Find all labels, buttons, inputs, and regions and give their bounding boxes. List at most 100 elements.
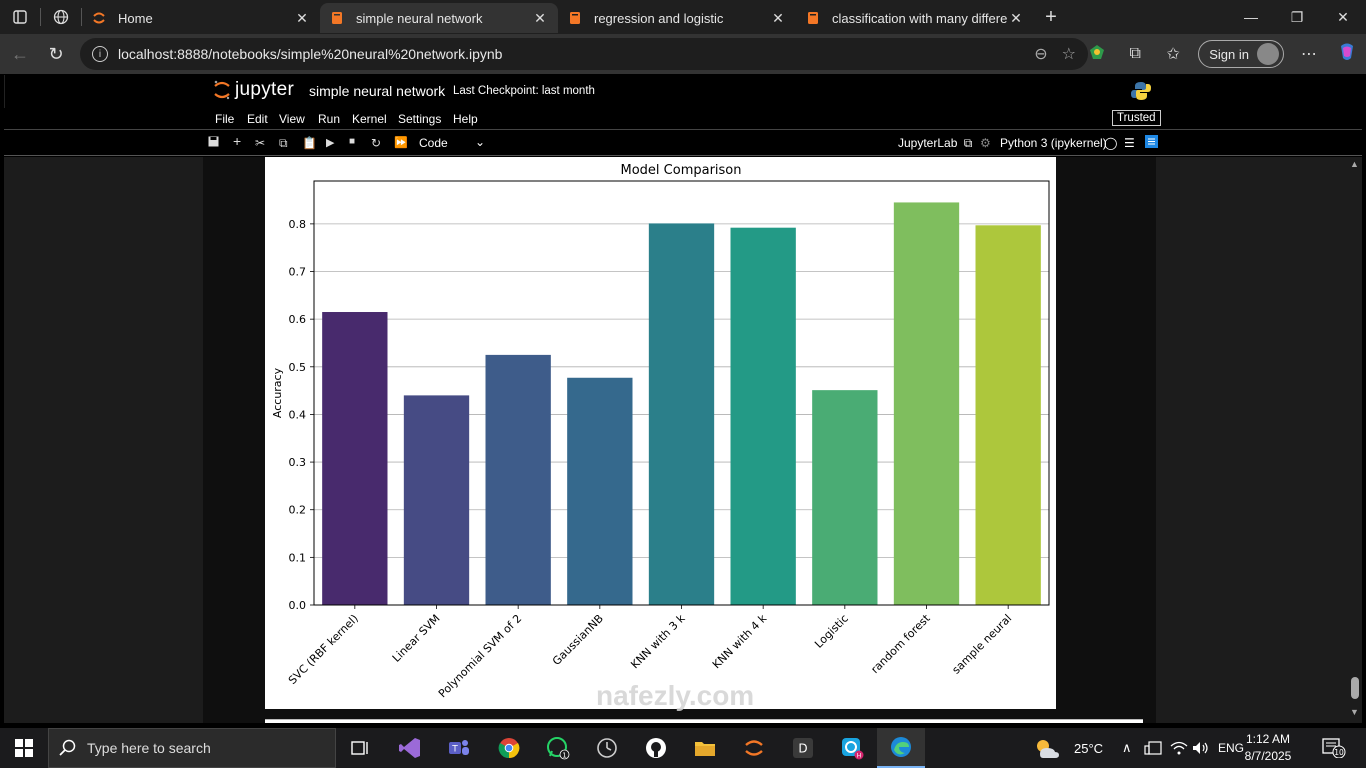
external-link-icon: ⧉: [963, 136, 973, 150]
volume-icon[interactable]: [1192, 728, 1210, 768]
menu-help[interactable]: Help: [453, 112, 478, 126]
tab-actions-icon[interactable]: [0, 0, 40, 34]
restore-icon[interactable]: ❐: [1290, 8, 1304, 25]
cell-type-select[interactable]: Code ⌄: [419, 135, 487, 150]
model-comparison-chart: 0.0 0.1 0.2 0.3 0.4 0.5 0.6 0.7 0.8 SVC (RBF ker…: [271, 163, 1050, 700]
extensions-puzzle-icon[interactable]: ⧉: [1129, 45, 1141, 62]
close-icon[interactable]: ✕: [296, 9, 308, 26]
x-tick-label: Polynomial SVM of 2: [436, 612, 524, 700]
menu-kernel[interactable]: Kernel: [352, 112, 387, 126]
run-icon[interactable]: ▶: [326, 137, 335, 149]
copy-icon[interactable]: ⧉: [279, 136, 288, 150]
next-cell-edge[interactable]: [265, 719, 1143, 723]
clock-date: 8/7/2025: [1244, 749, 1292, 763]
language-indicator[interactable]: ENG: [1218, 741, 1245, 755]
copilot-icon[interactable]: [1328, 42, 1366, 67]
menu-edit[interactable]: Edit: [247, 112, 268, 126]
cut-icon[interactable]: ✂: [255, 136, 266, 150]
favorites-icon[interactable]: ✩: [1166, 46, 1180, 63]
github-icon[interactable]: [632, 728, 680, 768]
whatsapp-icon[interactable]: 1: [534, 728, 582, 768]
favorite-star-icon[interactable]: ☆: [1061, 46, 1076, 63]
show-hidden-icons-chevron-up-icon[interactable]: ∧: [1122, 740, 1132, 755]
kernel-name[interactable]: Python 3 (ipykernel): [1000, 136, 1107, 150]
close-icon[interactable]: ✕: [1010, 9, 1022, 26]
weather-widget[interactable]: 25°C: [1034, 728, 1103, 768]
task-view-icon[interactable]: [336, 728, 384, 768]
close-icon[interactable]: ✕: [772, 9, 784, 26]
kernel-settings-gear-icon[interactable]: ⚙: [980, 136, 991, 150]
system-clock[interactable]: 1:12 AM 8/7/2025: [1220, 731, 1316, 765]
y-tick-label: 0.4: [289, 408, 307, 421]
y-tick-label: 0.6: [289, 313, 307, 326]
close-icon[interactable]: ✕: [534, 9, 546, 26]
back-icon[interactable]: ←: [11, 43, 29, 64]
restart-run-all-icon[interactable]: ⏩: [394, 137, 408, 149]
x-tick-label: sample neural: [950, 612, 1015, 677]
open-jupyterlab-link[interactable]: JupyterLab ⧉: [898, 136, 972, 151]
extension-colorful-icon[interactable]: [1078, 44, 1116, 65]
paste-icon[interactable]: 📋: [302, 136, 317, 150]
tab-classification[interactable]: classification with many different ✕: [796, 3, 1034, 33]
address-bar[interactable]: i localhost:8888/notebooks/simple%20neur…: [80, 38, 1088, 70]
more-menu-icon[interactable]: ⋯: [1301, 46, 1317, 63]
close-window-icon[interactable]: ✕: [1337, 8, 1349, 25]
notebook-favicon-icon: [808, 12, 818, 24]
python-logo-icon: [1131, 82, 1151, 100]
zoom-icon[interactable]: ⊖: [1034, 46, 1048, 63]
new-tab-button[interactable]: +: [1045, 5, 1057, 28]
menu-run[interactable]: Run: [318, 112, 341, 126]
restart-icon[interactable]: ↻: [371, 136, 382, 150]
jupyter-menubar: File Edit View Run Kernel Settings Help …: [4, 108, 1362, 130]
file-explorer-icon[interactable]: [681, 728, 729, 768]
battery-icon[interactable]: [1144, 728, 1162, 768]
tab-home[interactable]: Home ✕: [82, 3, 320, 33]
stop-icon[interactable]: ■: [349, 136, 356, 147]
menu-list-icon[interactable]: ☰: [1124, 136, 1135, 150]
scroll-down-icon[interactable]: ▼: [1350, 707, 1359, 717]
tab-regression-and-logistic[interactable]: regression and logistic ✕: [558, 3, 796, 33]
clock-app-icon[interactable]: [583, 728, 631, 768]
x-tick-label: KNN with 4 k: [710, 611, 770, 671]
minimize-icon[interactable]: —: [1244, 9, 1258, 25]
address-url[interactable]: localhost:8888/notebooks/simple%20neural…: [118, 46, 503, 62]
menu-file[interactable]: File: [215, 112, 235, 126]
scroll-up-icon[interactable]: ▲: [1350, 159, 1359, 169]
x-tick-label: SVC (RBF kernel): [286, 612, 361, 687]
scrollbar-thumb[interactable]: [1351, 677, 1359, 699]
menu-view[interactable]: View: [279, 112, 305, 126]
windows-start-icon[interactable]: [0, 728, 48, 768]
teams-icon[interactable]: T: [435, 728, 483, 768]
d-app-label: D: [798, 742, 807, 756]
windows-taskbar: Type here to search T 1 D: [0, 728, 1366, 768]
jupyter-app-icon[interactable]: [730, 728, 778, 768]
notebook-scrollbar[interactable]: ▲ ▼: [1348, 157, 1362, 723]
workspaces-globe-icon[interactable]: [41, 0, 81, 34]
menu-settings[interactable]: Settings: [398, 112, 442, 126]
edge-browser-icon[interactable]: [877, 728, 925, 768]
visual-studio-icon[interactable]: [386, 728, 434, 768]
cell-type-value: Code: [419, 136, 448, 150]
taskbar-search[interactable]: Type here to search: [48, 728, 336, 768]
notification-center-icon[interactable]: 10: [1322, 738, 1346, 759]
trusted-badge[interactable]: Trusted: [1112, 110, 1161, 126]
browser-toolbar: ← ↻ i localhost:8888/notebooks/simple%20…: [0, 34, 1366, 74]
jupyter-logo[interactable]: jupyter: [213, 79, 294, 101]
x-tick-label: Linear SVM: [390, 612, 443, 665]
sign-in-button[interactable]: Sign in: [1198, 40, 1284, 68]
site-info-icon[interactable]: i: [92, 46, 108, 62]
save-icon[interactable]: [208, 136, 219, 150]
x-tick-label: KNN with 3 k: [628, 611, 688, 671]
d-app-icon[interactable]: D: [779, 728, 827, 768]
wifi-icon[interactable]: [1170, 728, 1188, 768]
y-axis-label: Accuracy: [271, 367, 284, 418]
add-cell-icon[interactable]: +: [233, 133, 242, 149]
bar-gaussiannb: [567, 377, 633, 605]
tab-simple-neural-network[interactable]: simple neural network ✕: [320, 3, 558, 33]
refresh-icon[interactable]: ↻: [48, 43, 64, 64]
property-inspector-icon[interactable]: [1145, 135, 1158, 151]
notebook-title[interactable]: simple neural network: [309, 83, 446, 99]
app-badge-icon[interactable]: H: [828, 728, 876, 768]
bar-linear-svm: [403, 395, 470, 605]
chrome-icon[interactable]: [485, 728, 533, 768]
